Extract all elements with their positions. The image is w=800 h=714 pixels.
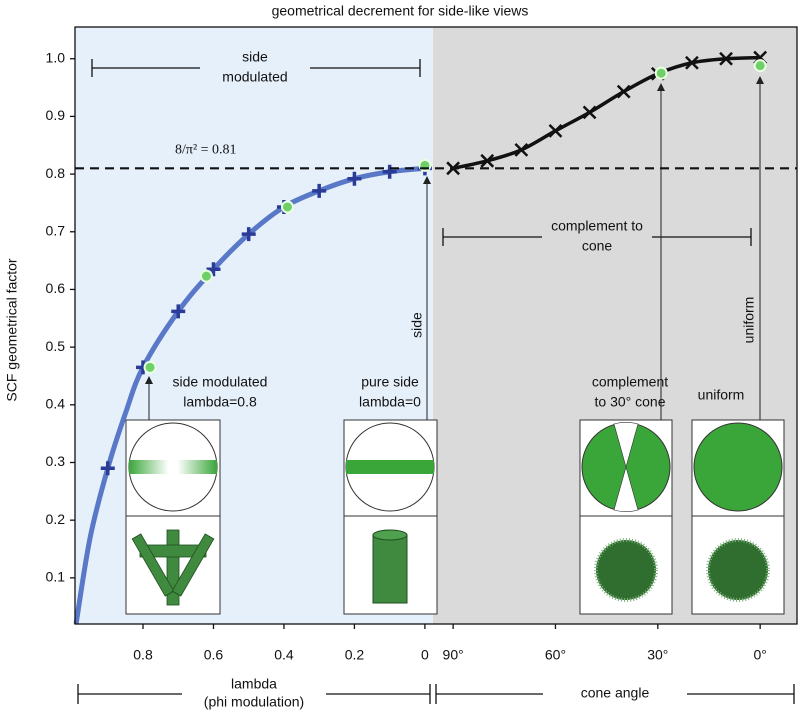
x-tick-label: 0° [753,647,766,663]
x-marker [616,84,631,99]
x-tick-label: 60° [545,647,566,663]
arrow-head [756,76,764,84]
annotation-text: complement to [551,218,643,234]
x-tick-label: 0.8 [133,647,153,663]
y-tick-label: 0.7 [46,222,66,238]
highlight-point [280,200,294,214]
x-tick-label: 0 [421,647,429,663]
curve [452,55,761,171]
y-tick-label: 0.9 [46,107,66,123]
x-marker [685,55,699,70]
x-tick-label: 0.4 [274,647,294,663]
arrow-head [145,376,153,384]
plot-frame [74,26,798,625]
highlight-point [654,66,668,80]
x-tick-label: 0.6 [204,647,224,663]
x-tick-label: 0.2 [345,647,365,663]
inset-label: complement [592,374,668,390]
y-tick-label: 0.3 [46,453,66,469]
plus-marker [382,164,397,179]
annotation-bracket [442,228,752,246]
inset-label: lambda=0.8 [183,394,257,410]
plus-marker [206,262,221,277]
plus-marker [171,304,186,319]
arrow-label: side [409,312,425,338]
plus-marker [100,461,115,476]
y-tick-label: 0.2 [46,511,66,527]
inset-label: side modulated [173,374,268,390]
inset-label: to 30° cone [595,394,666,410]
x-marker [582,105,597,120]
axis-bracket [77,684,431,704]
y-tick-label: 1.0 [46,49,66,65]
reference-label: 8/π² = 0.81 [175,143,237,158]
plus-marker [312,183,327,198]
plus-marker [347,171,362,186]
plus-marker [241,227,256,242]
x-axis-label: (phi modulation) [204,694,304,710]
highlight-point [143,360,157,374]
arrow-head [657,83,665,91]
y-tick-label: 0.5 [46,338,66,354]
arrow-head [423,176,431,184]
x-axis-label: cone angle [581,685,650,701]
y-tick-label: 0.6 [46,280,66,296]
y-tick-label: 0.8 [46,165,66,181]
x-axis-label: lambda [231,676,277,692]
y-axis-label: SCF geometrical factor [4,258,20,401]
annotation-text: modulated [222,69,287,85]
inset-label: uniform [698,387,745,403]
x-marker [719,51,733,66]
annotation-bracket [91,59,421,77]
x-tick-label: 90° [443,647,464,663]
x-marker [548,123,563,138]
arrow-label: uniform [741,297,757,344]
chart-title: geometrical decrement for side-like view… [272,3,529,19]
highlight-point [199,269,213,283]
inset-label: pure side [361,374,419,390]
y-tick-label: 0.4 [46,396,66,412]
insets [125,419,785,615]
x-marker [480,153,495,168]
inset-label: lambda=0 [359,394,421,410]
x-tick-label: 30° [647,647,668,663]
axis-bracket [435,684,795,704]
x-marker [514,142,529,157]
highlight-point [753,59,767,73]
annotation-text: side [242,49,268,65]
annotation-text: cone [582,238,613,254]
y-tick-label: 0.1 [46,569,66,585]
